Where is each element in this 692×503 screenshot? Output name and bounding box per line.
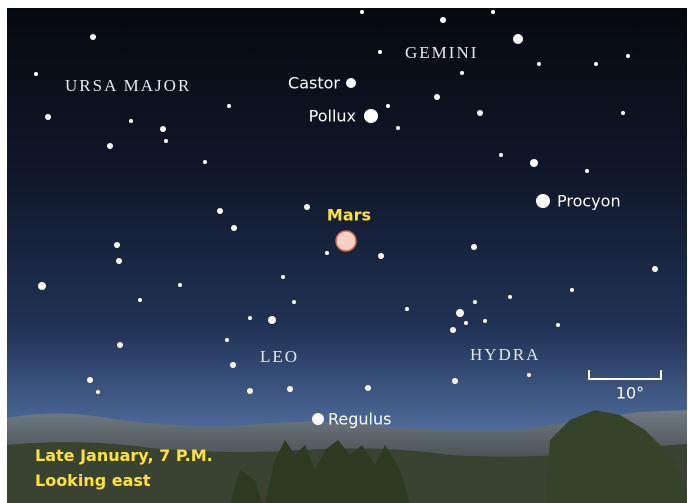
star-dot [537,62,541,66]
star-dot [652,266,658,272]
star-dot [527,373,531,377]
star-dot [378,253,384,259]
caption-line: Late January, 7 P.M. [35,446,213,465]
constellation-label: URSA MAJOR [65,76,191,95]
star-label: Castor [288,74,340,93]
star-dot [491,10,495,14]
star-dot [34,72,38,76]
star-dot [405,307,409,311]
planet-label: Mars [327,206,371,225]
star-dot [116,258,122,264]
star-dot [471,244,477,250]
star-dot [160,126,166,132]
star-dot [530,159,538,167]
star-dot [483,319,487,323]
star-dot [585,169,589,173]
constellation-label: HYDRA [470,345,540,364]
star-dot [129,119,133,123]
star-dot [107,143,113,149]
star-label: Pollux [309,107,356,126]
star-dot [217,208,223,214]
constellation-label: LEO [260,347,299,366]
star-dot [178,283,182,287]
star-dot [292,300,296,304]
star-dot [230,362,236,368]
star-dot [346,78,356,88]
star-dot [456,309,464,317]
star-dot [90,34,96,40]
planet-disk [336,231,356,251]
star-dot [231,225,237,231]
star-dot [45,114,51,120]
star-dot [312,413,324,425]
star-dot [227,104,231,108]
star-dot [452,378,458,384]
star-dot [626,54,630,58]
star-label: Regulus [328,410,391,429]
star-dot [473,300,477,304]
star-dot [464,321,468,325]
constellation-label: GEMINI [405,43,478,62]
star-dot [117,342,123,348]
star-dot [508,295,512,299]
star-dot [513,34,523,44]
star-dot [450,327,456,333]
star-dot [138,298,142,302]
star-dot [440,17,446,23]
star-dot [360,10,364,14]
star-dot [87,377,93,383]
scale-label: 10° [616,384,644,403]
star-dot [594,62,598,66]
star-dot [203,160,207,164]
star-dot [38,282,46,290]
star-dot [96,390,100,394]
star-dot [556,323,560,327]
sky-map: GEMINI URSA MAJOR LEO HYDRA Castor Pollu… [0,0,692,503]
star-dot [248,316,252,320]
star-dot [225,338,229,342]
star-dot [499,153,503,157]
star-dot [570,288,574,292]
star-dot [281,275,285,279]
star-dot [164,139,168,143]
star-dot [287,386,293,392]
star-dot [247,388,253,394]
star-dot [325,251,329,255]
star-dot [386,104,390,108]
star-dot [365,385,371,391]
star-dot [396,126,400,130]
star-dot [536,194,550,208]
star-dot [364,109,378,123]
star-dot [378,50,382,54]
star-dot [268,316,276,324]
star-dot [304,204,310,210]
star-dot [621,111,625,115]
star-dot [460,71,464,75]
star-dot [477,110,483,116]
star-dot [114,242,120,248]
caption-line: Looking east [35,471,151,490]
star-dot [434,94,440,100]
star-label: Procyon [557,192,621,211]
